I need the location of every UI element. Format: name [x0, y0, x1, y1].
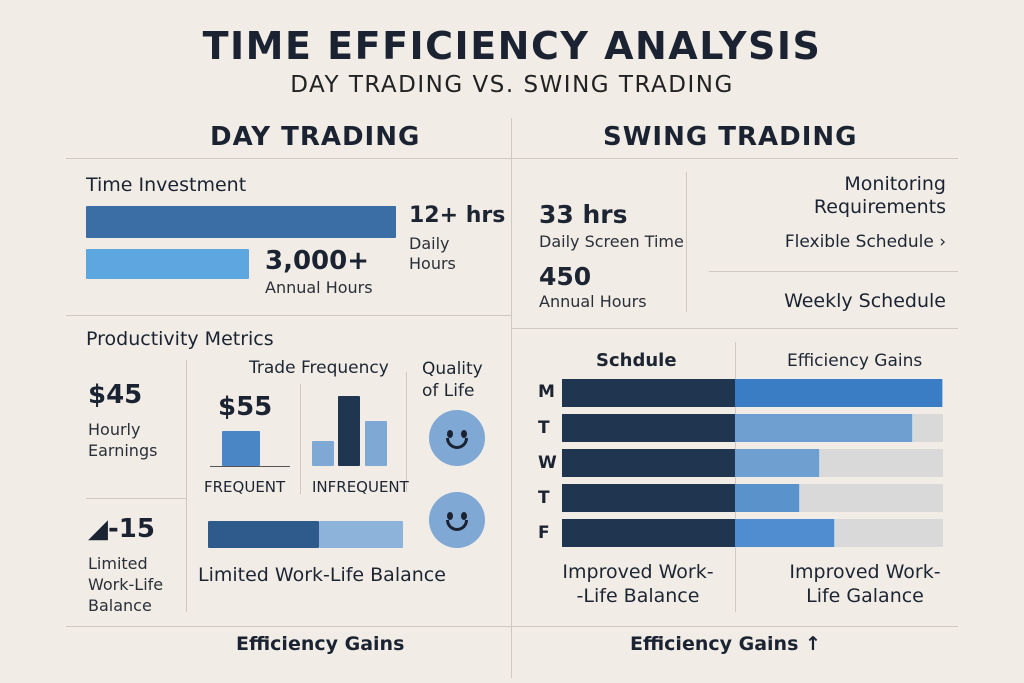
efficiency-fill-thu: [735, 484, 800, 512]
worklife-balance-label: Limited Work-Life Balance: [198, 564, 446, 586]
daily-hours-value: 12+ hrs: [409, 203, 506, 228]
freq-divider: [300, 384, 301, 494]
swing-section-divider: [512, 328, 958, 329]
efficiency-fill-wed: [735, 449, 820, 477]
worklife-bar-dark: [208, 521, 319, 548]
hourly-earnings-value: $45: [88, 380, 143, 410]
improved-left-line1: Improved Work-: [562, 561, 714, 583]
time-investment-label: Time Investment: [86, 174, 247, 196]
swing-daily-label: Daily Screen Time: [539, 232, 684, 251]
schedule-bar-fri: [562, 519, 735, 547]
trade-frequency-label: Trade Frequency: [249, 358, 389, 378]
worklife-bar-light: [319, 521, 403, 548]
day-trading-heading: DAY TRADING: [210, 122, 421, 152]
annual-hours-bar: [86, 249, 249, 279]
quality-of-label: Quality: [422, 359, 483, 379]
efficiency-gains-heading: Efficiency Gains: [787, 351, 923, 371]
flexible-schedule-link: Flexible Schedule ›: [784, 232, 946, 252]
swing-top-divider: [686, 172, 687, 312]
life-label: of Life: [422, 381, 475, 401]
efficiency-fill-fri: [735, 519, 835, 547]
day-label-mon: M: [538, 382, 555, 402]
trade-value: $55: [218, 392, 273, 422]
frequent-bar: [222, 431, 260, 466]
quality-divider: [406, 372, 407, 492]
requirements-label: Requirements: [813, 196, 946, 218]
page-subtitle: DAY TRADING VS. SWING TRADING: [290, 72, 734, 98]
frequent-baseline: [210, 466, 290, 467]
day-label-fri: F: [538, 523, 550, 543]
hours-label: Hours: [409, 254, 456, 273]
weekly-schedule-label: Weekly Schedule: [784, 290, 946, 312]
daily-hours-bar: [86, 206, 396, 238]
swing-annual-label: Annual Hours: [539, 292, 647, 311]
day-section-divider: [66, 315, 512, 316]
infrequent-label: INFREQUENT: [312, 478, 409, 496]
improved-left-line2: -Life Balance: [576, 585, 700, 607]
hourly-divider: [86, 498, 186, 499]
schedule-heading: Schdule: [596, 350, 677, 371]
earnings-label: Earnings: [88, 441, 158, 460]
center-divider: [511, 118, 512, 678]
swing-footer-efficiency-gains: Efficiency Gains ↑: [630, 633, 821, 655]
efficiency-fill-mon: [735, 379, 943, 407]
infrequent-bar-2: [338, 396, 360, 466]
limited-value: ◢-15: [88, 514, 155, 544]
schedule-bar-thu: [562, 484, 735, 512]
day-label-thu: T: [538, 488, 550, 508]
smiley-face-icon: [429, 410, 485, 466]
infrequent-bar-3: [365, 421, 387, 466]
smiley-face-icon: [429, 492, 485, 548]
swing-daily-value: 33 hrs: [539, 200, 628, 229]
page-title: TIME EFFICIENCY ANALYSIS: [202, 24, 822, 68]
work-life-label: Work-Life: [88, 575, 164, 594]
productivity-metrics-label: Productivity Metrics: [86, 328, 274, 350]
day-label-wed: W: [538, 453, 557, 473]
heading-divider: [66, 158, 958, 159]
day-footer-efficiency-gains: Efficiency Gains: [236, 633, 405, 655]
day-label-tue: T: [538, 418, 550, 438]
schedule-bar-wed: [562, 449, 735, 477]
efficiency-track-tue: [735, 414, 943, 442]
efficiency-track-mon: [735, 379, 943, 407]
swing-annual-value: 450: [539, 262, 592, 291]
annual-hours-value: 3,000+: [265, 246, 370, 276]
swing-trading-heading: SWING TRADING: [603, 122, 858, 152]
schedule-bar-mon: [562, 379, 735, 407]
hourly-label: Hourly: [88, 420, 141, 439]
balance-label: Balance: [88, 596, 152, 615]
schedule-bar-tue: [562, 414, 735, 442]
limited-label: Limited: [88, 554, 148, 573]
daily-label: Daily: [409, 234, 450, 253]
improved-right-line1: Improved Work-: [789, 561, 941, 583]
footer-divider: [66, 626, 958, 627]
productivity-divider: [186, 360, 187, 612]
efficiency-track-fri: [735, 519, 943, 547]
efficiency-track-thu: [735, 484, 943, 512]
improved-right-line2: Life Galance: [806, 585, 924, 607]
schedule-divider: [735, 342, 736, 612]
infrequent-bar-1: [312, 441, 334, 466]
efficiency-track-wed: [735, 449, 943, 477]
monitoring-divider: [709, 271, 958, 272]
efficiency-fill-tue: [735, 414, 913, 442]
monitoring-label: Monitoring: [844, 173, 946, 195]
annual-hours-label: Annual Hours: [265, 278, 373, 297]
frequent-label: FREQUENT: [204, 478, 286, 496]
